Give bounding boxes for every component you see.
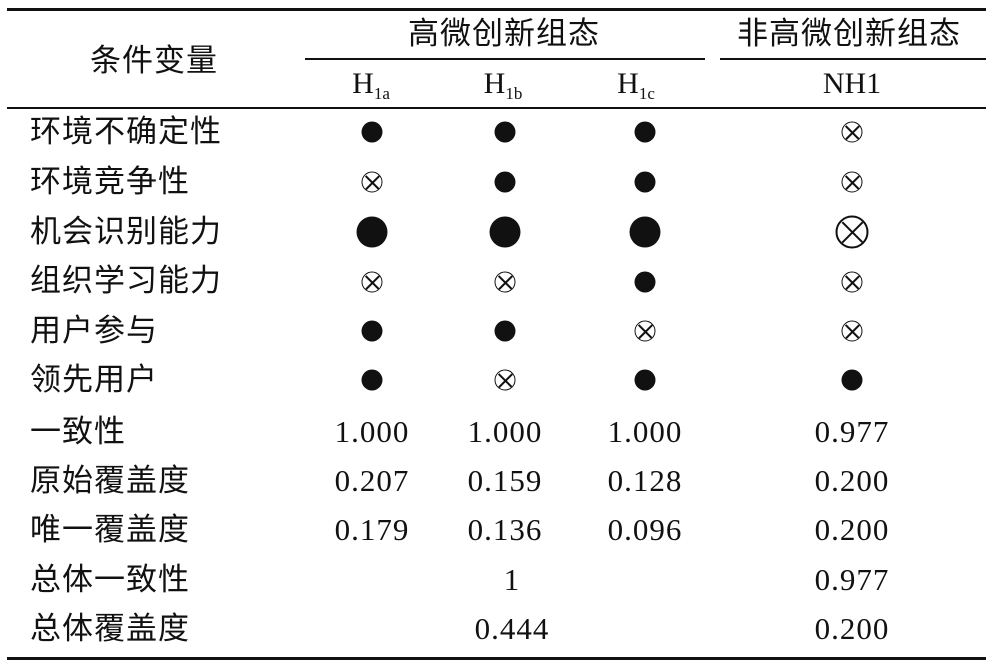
group-nonhigh-underline	[720, 58, 986, 60]
row-label: 环境竞争性	[30, 164, 190, 200]
present-condition-dot	[634, 121, 656, 143]
table-cell-value: 0.128	[607, 463, 683, 498]
present-condition-dot	[494, 121, 516, 143]
core-condition-dot	[356, 216, 388, 248]
absent-condition-cross-icon	[361, 271, 383, 293]
absent-condition-cross-icon	[494, 271, 516, 293]
row-label: 总体一致性	[30, 562, 190, 598]
row-label: 总体覆盖度	[30, 611, 190, 647]
table-cell-value: 0.179	[334, 512, 410, 547]
header-col-h1b: H1b	[483, 67, 523, 104]
group-high-underline	[305, 58, 705, 60]
absent-condition-cross-icon	[841, 271, 863, 293]
present-condition-dot	[841, 369, 863, 391]
present-condition-dot	[361, 369, 383, 391]
row-label: 原始覆盖度	[30, 463, 190, 499]
top-rule	[7, 8, 986, 11]
core-condition-dot	[629, 216, 661, 248]
header-bottom-rule	[7, 107, 986, 109]
table-cell-value: 0.977	[814, 562, 890, 597]
table-cell-value: 0.207	[334, 463, 410, 498]
row-label: 一致性	[30, 414, 126, 450]
table-cell-value: 1.000	[467, 414, 543, 449]
present-condition-dot	[361, 121, 383, 143]
present-condition-dot	[361, 320, 383, 342]
row-label: 机会识别能力	[30, 214, 222, 250]
table-cell-value: 0.200	[814, 463, 890, 498]
absent-condition-cross-icon	[841, 171, 863, 193]
header-col-h1a: H1a	[352, 67, 390, 104]
row-label: 唯一覆盖度	[30, 512, 190, 548]
table-cell-value: 1.000	[334, 414, 410, 449]
core-absent-condition-cross-icon	[835, 215, 869, 249]
present-condition-dot	[494, 171, 516, 193]
present-condition-dot	[634, 369, 656, 391]
absent-condition-cross-icon	[841, 320, 863, 342]
core-condition-dot	[489, 216, 521, 248]
absent-condition-cross-icon	[361, 171, 383, 193]
absent-condition-cross-icon	[494, 369, 516, 391]
header-condition-variable: 条件变量	[90, 43, 218, 79]
header-col-h1c: H1c	[617, 67, 655, 104]
table-cell-value: 0.096	[607, 512, 683, 547]
row-label: 用户参与	[30, 313, 158, 349]
absent-condition-cross-icon	[634, 320, 656, 342]
table-cell-value: 0.136	[467, 512, 543, 547]
absent-condition-cross-icon	[841, 121, 863, 143]
header-group-high: 高微创新组态	[408, 16, 600, 52]
row-label: 领先用户	[30, 362, 158, 398]
present-condition-dot	[494, 320, 516, 342]
present-condition-dot	[634, 171, 656, 193]
table-cell-value: 1	[503, 562, 521, 597]
row-label: 环境不确定性	[30, 114, 222, 150]
present-condition-dot	[634, 271, 656, 293]
table-cell-value: 0.977	[814, 414, 890, 449]
table-cell-value: 0.159	[467, 463, 543, 498]
table-cell-value: 1.000	[607, 414, 683, 449]
table-cell-value: 0.200	[814, 512, 890, 547]
table-cell-value: 0.444	[474, 611, 550, 646]
table-cell-value: 0.200	[814, 611, 890, 646]
header-group-nonhigh: 非高微创新组态	[737, 16, 961, 52]
row-label: 组织学习能力	[30, 263, 222, 299]
header-col-nh1: NH1	[822, 67, 882, 100]
bottom-rule	[7, 657, 986, 660]
